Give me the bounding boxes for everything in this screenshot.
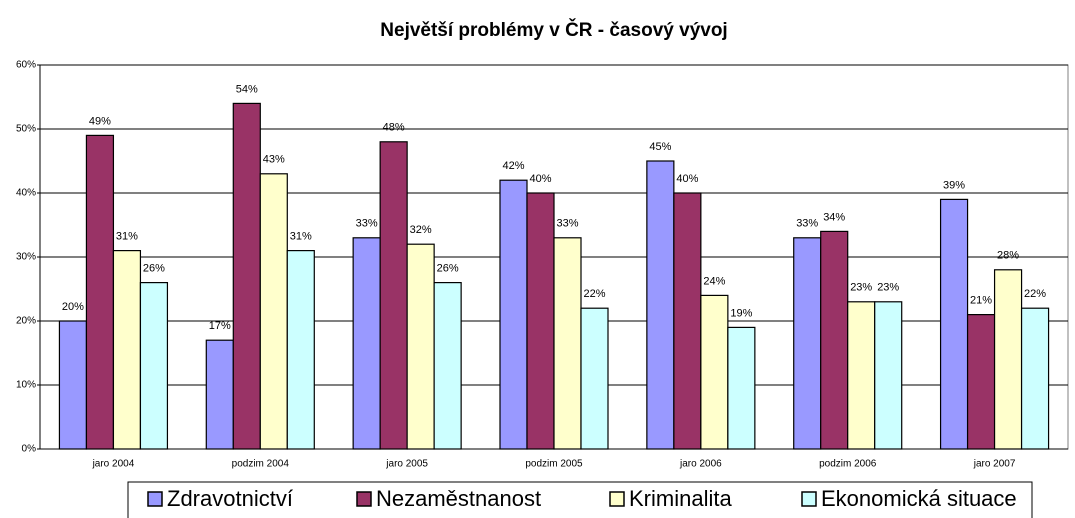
data-label: 49% [89,115,111,127]
x-tick-label: jaro 2006 [679,459,722,470]
data-label: 22% [583,288,605,300]
data-label: 26% [143,263,165,275]
x-tick-label: podzim 2006 [819,459,877,470]
bar [286,250,315,450]
data-label: 33% [356,218,378,230]
y-tick-label: 20% [16,316,36,327]
data-label: 33% [556,218,578,230]
data-label: 31% [290,231,312,243]
bar [85,134,115,450]
legend-label: Ekonomická situace [821,486,1017,511]
bar [820,230,849,450]
data-label: 23% [877,282,899,294]
y-tick-label: 50% [16,124,36,135]
chart-title: Největší problémy v ČR - časový vývoj [380,19,727,41]
data-label: 40% [529,173,551,185]
data-label: 33% [796,218,818,230]
bar [433,282,462,450]
data-label: 54% [236,83,258,95]
legend-label: Zdravotnictví [167,486,293,511]
bar [847,301,876,450]
x-tick-label: jaro 2004 [92,459,135,470]
data-label: 43% [263,154,285,166]
legend-box [127,481,1033,518]
data-label: 34% [823,211,845,223]
bar [232,102,261,450]
legend-label: Kriminalita [629,486,732,511]
data-label: 40% [676,173,698,185]
legend-swatch [356,491,372,507]
bar [993,269,1023,450]
data-label: 17% [209,320,231,332]
data-label: 20% [62,301,84,313]
bar [673,192,702,450]
y-tick-label: 60% [16,60,36,71]
data-label: 23% [850,282,872,294]
data-label: 21% [970,295,992,307]
bar [727,326,756,450]
legend-swatch [801,491,817,507]
x-tick-label: jaro 2005 [385,459,428,470]
y-tick-label: 0% [22,444,37,455]
bar [580,307,609,450]
bar [793,237,822,450]
bar [874,301,903,450]
y-tick-label: 30% [16,252,36,263]
bar [112,250,142,450]
bar [139,282,169,450]
x-tick-label: jaro 2007 [973,459,1016,470]
bar [526,192,555,450]
data-label: 39% [943,179,965,191]
data-label: 32% [410,224,432,236]
bar [553,237,582,450]
data-label: 19% [730,307,752,319]
data-label: 31% [116,231,138,243]
data-label: 28% [997,250,1019,262]
bar [939,198,969,450]
x-tick-label: podzim 2005 [525,459,583,470]
data-label: 45% [649,141,671,153]
data-label: 48% [383,122,405,134]
bar [646,160,675,450]
y-tick-label: 40% [16,188,36,199]
bar [259,173,288,450]
y-tick-label: 10% [16,380,36,391]
legend-swatch [609,491,625,507]
bar [352,237,381,450]
data-label: 26% [437,263,459,275]
bar [700,294,729,450]
data-label: 24% [703,275,725,287]
bar [966,314,996,450]
bar [205,339,234,450]
bar [1020,307,1050,450]
data-label: 22% [1024,288,1046,300]
bar [379,141,408,450]
bar [499,179,528,450]
data-label: 42% [502,160,524,172]
x-tick-label: podzim 2004 [232,459,290,470]
bar [58,320,88,450]
legend-swatch [147,491,163,507]
bar [406,243,435,450]
legend-label: Nezaměstnanost [376,486,541,511]
